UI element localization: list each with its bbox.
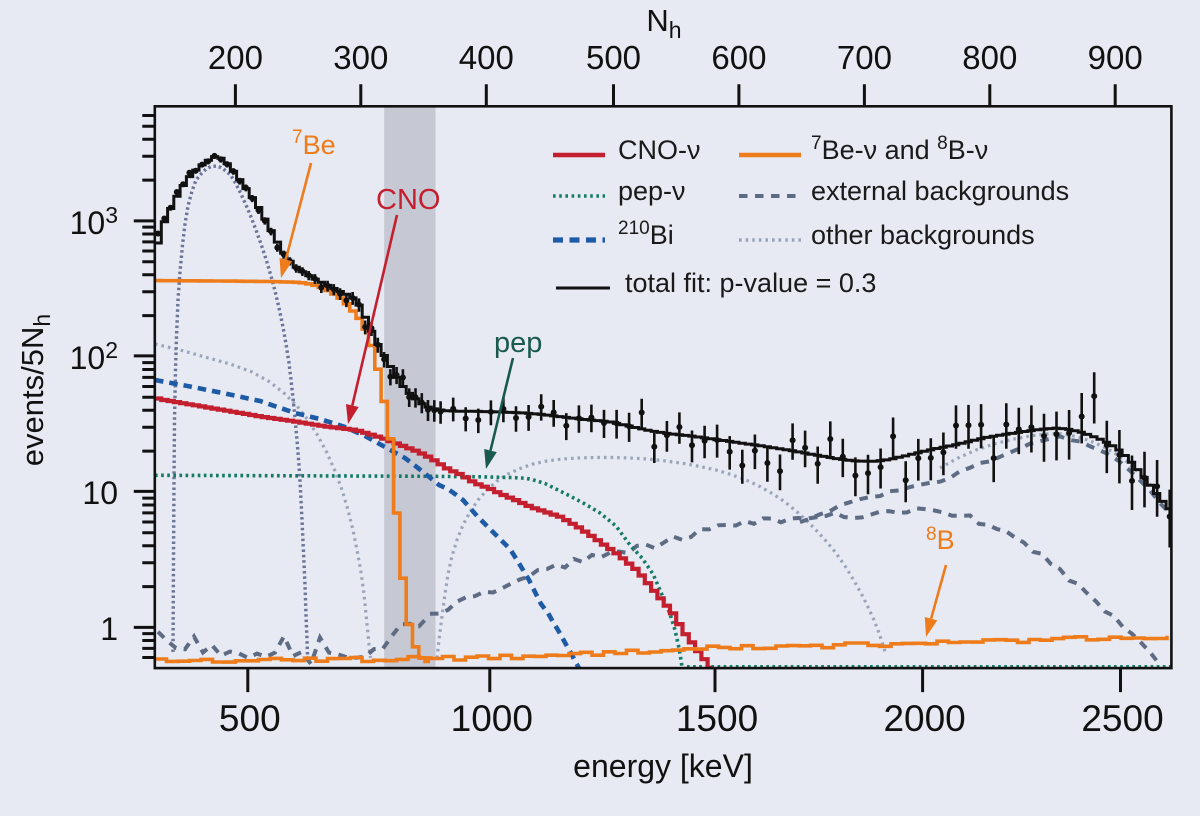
svg-text:500: 500 — [219, 698, 281, 739]
svg-text:other backgrounds: other backgrounds — [811, 220, 1035, 250]
svg-text:300: 300 — [333, 39, 388, 76]
svg-text:600: 600 — [711, 39, 766, 76]
svg-text:700: 700 — [837, 39, 892, 76]
svg-text:1000: 1000 — [451, 698, 533, 739]
svg-text:400: 400 — [459, 39, 514, 76]
svg-text:CNO: CNO — [376, 184, 440, 216]
svg-text:events/5Nh: events/5Nh — [15, 314, 55, 466]
svg-text:1: 1 — [100, 611, 118, 647]
svg-text:8B: 8B — [926, 524, 955, 555]
svg-text:2500: 2500 — [1081, 698, 1163, 739]
svg-text:external backgrounds: external backgrounds — [811, 176, 1069, 206]
svg-text:7Be: 7Be — [292, 127, 336, 160]
svg-text:800: 800 — [962, 39, 1017, 76]
svg-text:CNO-ν: CNO-ν — [618, 135, 701, 165]
svg-text:900: 900 — [1088, 39, 1143, 76]
svg-text:10: 10 — [82, 475, 118, 511]
svg-text:500: 500 — [586, 39, 641, 76]
svg-text:pep: pep — [494, 327, 542, 359]
svg-text:200: 200 — [208, 39, 263, 76]
svg-text:1500: 1500 — [676, 698, 758, 739]
svg-text:210Bi: 210Bi — [618, 218, 674, 250]
svg-text:7Be-ν and 8B-ν: 7Be-ν and 8B-ν — [811, 133, 988, 165]
svg-text:total fit: p-value = 0.3: total fit: p-value = 0.3 — [625, 268, 876, 298]
svg-text:energy [keV]: energy [keV] — [573, 748, 753, 784]
svg-text:2000: 2000 — [883, 698, 965, 739]
svg-text:pep-ν: pep-ν — [618, 176, 686, 206]
